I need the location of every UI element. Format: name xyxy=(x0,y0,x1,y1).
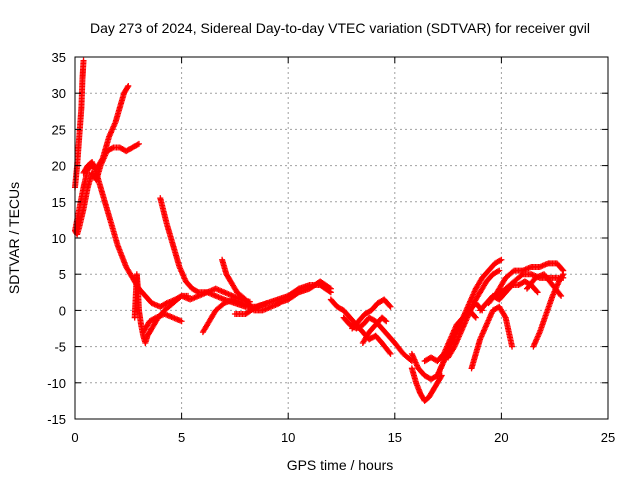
data-series-arc-g xyxy=(140,311,185,336)
x-axis-label: GPS time / hours xyxy=(287,457,394,473)
y-tick-label: 20 xyxy=(52,159,66,174)
y-tick-label: -15 xyxy=(47,412,66,427)
data-point xyxy=(558,292,565,299)
data-series-arc-f xyxy=(135,292,191,346)
data-point xyxy=(494,268,501,275)
data-series-arc-q xyxy=(408,365,445,404)
data-series-arc-o xyxy=(349,296,394,332)
data-series-arc-zz xyxy=(523,271,565,299)
data-point xyxy=(534,289,541,296)
y-tick-label: 25 xyxy=(52,122,66,137)
data-point xyxy=(509,343,516,350)
data-point xyxy=(533,288,540,295)
data-point xyxy=(498,256,505,263)
data-point xyxy=(80,57,87,64)
y-tick-label: -10 xyxy=(47,376,66,391)
data-point xyxy=(472,314,479,321)
data-point xyxy=(177,293,184,300)
x-tick-label: 0 xyxy=(71,430,78,445)
y-tick-label: 15 xyxy=(52,195,66,210)
data-series-arc-t xyxy=(434,256,505,379)
data-point xyxy=(124,84,131,91)
data-series-arc-x xyxy=(485,260,567,307)
data-series-arc-i xyxy=(199,296,253,336)
data-series-arc-p xyxy=(359,314,390,346)
y-tick-label: -5 xyxy=(54,340,66,355)
x-tick-label: 15 xyxy=(388,430,402,445)
data-point xyxy=(326,284,333,291)
data-point xyxy=(151,315,158,322)
x-tick-label: 10 xyxy=(281,430,295,445)
data-points xyxy=(72,57,567,404)
axis-ticks: 0 5 10 15 20 25 -15 -10 -5 0 5 10 15 20 25 30 35 xyxy=(47,50,615,445)
data-series-arc-l xyxy=(274,278,334,307)
data-point xyxy=(559,266,566,273)
data-point xyxy=(194,288,201,295)
y-tick-label: 35 xyxy=(52,50,66,65)
data-point xyxy=(383,318,390,325)
data-point xyxy=(471,313,478,320)
data-point xyxy=(559,272,566,279)
x-tick-label: 5 xyxy=(178,430,185,445)
y-tick-label: 5 xyxy=(59,267,66,282)
data-point xyxy=(386,302,393,309)
data-point xyxy=(162,300,169,307)
data-point xyxy=(109,145,116,152)
y-tick-label: 0 xyxy=(59,303,66,318)
data-point xyxy=(134,141,141,148)
chart-title: Day 273 of 2024, Sidereal Day-to-day VTE… xyxy=(90,20,590,36)
data-point xyxy=(497,257,504,264)
x-tick-label: 25 xyxy=(601,430,615,445)
x-tick-label: 20 xyxy=(494,430,508,445)
data-point xyxy=(557,291,564,298)
data-point xyxy=(387,350,394,357)
data-series-arc-u xyxy=(445,267,503,361)
y-tick-label: 30 xyxy=(52,86,66,101)
y-tick-label: 10 xyxy=(52,231,66,246)
data-point xyxy=(496,267,503,274)
data-point xyxy=(387,303,394,310)
data-point xyxy=(382,317,389,324)
data-point xyxy=(178,318,185,325)
data-series-arc-v xyxy=(468,303,516,372)
data-point xyxy=(125,82,132,89)
y-axis-label: SDTVAR / TECUs xyxy=(6,182,22,294)
data-point xyxy=(386,349,393,356)
data-series-arc-z xyxy=(530,271,567,350)
data-point xyxy=(135,140,142,147)
data-point xyxy=(560,271,567,278)
data-point xyxy=(327,285,334,292)
data-point xyxy=(184,292,191,299)
